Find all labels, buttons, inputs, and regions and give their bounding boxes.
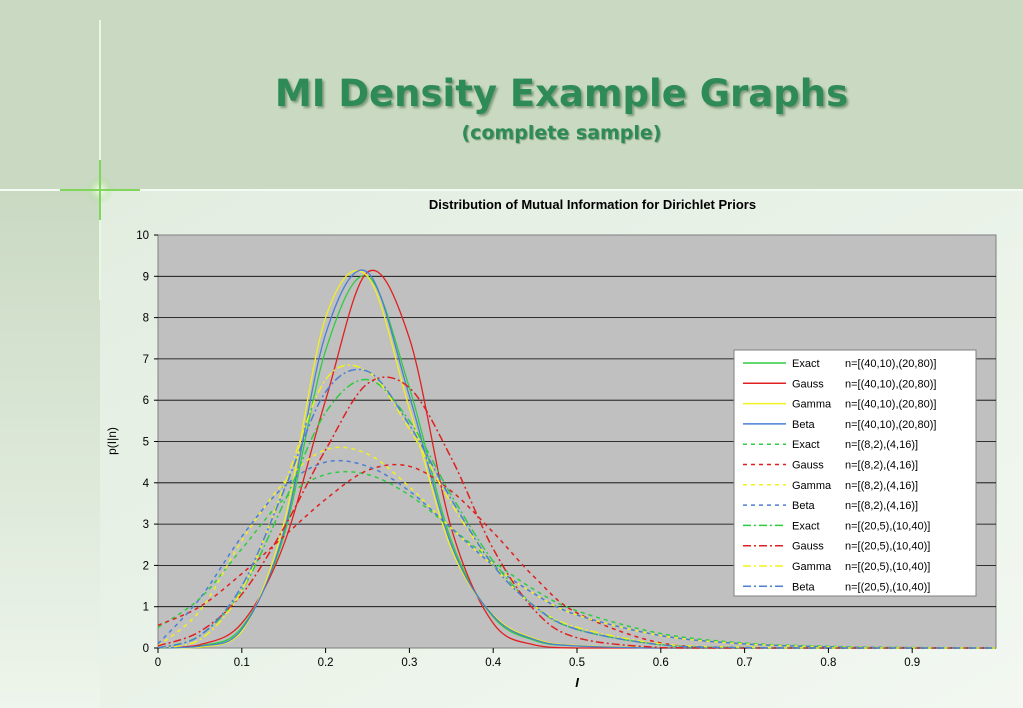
legend-series-params: n=[(40,10),(20,80)] xyxy=(845,358,936,370)
y-tick-label: 8 xyxy=(143,313,149,325)
legend-series-name: Gauss xyxy=(792,378,824,390)
legend-series-name: Beta xyxy=(792,581,816,593)
legend: Exact n=[(40,10),(20,80)] Gauss n=[(40,10),… xyxy=(733,349,977,597)
x-tick-label: 0.9 xyxy=(904,657,920,669)
series-line-beta-11 xyxy=(157,368,996,649)
y-tick-label: 6 xyxy=(143,395,149,407)
y-axis-ticks: 0 1 2 3 4 5 6 7 8 9 10 xyxy=(136,230,158,655)
x-tick-label: 0.1 xyxy=(234,657,250,669)
y-tick-label: 5 xyxy=(143,437,149,449)
x-axis-ticks: 0 0.1 0.2 0.3 0.4 0.5 0.6 0.7 0.8 0.9 xyxy=(155,648,920,669)
legend-series-params: n=[(8,2),(4,16)] xyxy=(845,460,918,472)
x-tick-label: 0.4 xyxy=(485,657,502,669)
legend-series-name: Exact xyxy=(792,439,820,451)
legend-series-params: n=[(20,5),(10,40)] xyxy=(845,541,930,553)
legend-series-name: Exact xyxy=(792,520,820,532)
y-tick-label: 0 xyxy=(143,643,149,655)
legend-series-params: n=[(40,10),(20,80)] xyxy=(845,399,936,411)
y-tick-label: 7 xyxy=(143,354,149,366)
y-tick-label: 10 xyxy=(136,230,149,242)
y-axis-label: p(I|n) xyxy=(105,427,119,455)
legend-series-name: Gauss xyxy=(792,541,824,553)
legend-box xyxy=(733,349,977,597)
series-line-exact-8 xyxy=(157,378,996,649)
y-tick-label: 4 xyxy=(143,478,150,490)
legend-series-params: n=[(20,5),(10,40)] xyxy=(845,520,930,532)
legend-series-params: n=[(8,2),(4,16)] xyxy=(845,500,918,512)
x-axis-label: I xyxy=(575,675,579,690)
x-tick-label: 0 xyxy=(155,657,161,669)
y-tick-label: 9 xyxy=(143,271,149,283)
legend-series-name: Beta xyxy=(792,500,816,512)
legend-series-params: n=[(20,5),(10,40)] xyxy=(845,561,930,573)
legend-series-name: Gamma xyxy=(792,399,832,411)
y-tick-label: 3 xyxy=(143,519,149,531)
series-layer xyxy=(157,269,997,649)
chart-title: Distribution of Mutual Information for D… xyxy=(428,197,757,212)
legend-series-name: Gamma xyxy=(792,561,832,573)
x-tick-label: 0.7 xyxy=(737,657,753,669)
legend-series-params: n=[(40,10),(20,80)] xyxy=(845,378,936,390)
slide-title: MI Density Example Graphs xyxy=(274,72,849,115)
legend-series-params: n=[(20,5),(10,40)] xyxy=(845,581,930,593)
legend-series-name: Beta xyxy=(792,419,816,431)
x-tick-label: 0.8 xyxy=(820,657,836,669)
legend-series-name: Gamma xyxy=(792,480,832,492)
legend-series-params: n=[(8,2),(4,16)] xyxy=(845,439,918,451)
series-line-gauss-5 xyxy=(157,463,996,649)
slide-subtitle: (complete sample) xyxy=(461,122,662,144)
y-tick-label: 1 xyxy=(143,602,149,614)
legend-series-name: Gauss xyxy=(792,460,824,472)
x-tick-label: 0.3 xyxy=(401,657,417,669)
y-tick-label: 2 xyxy=(143,560,149,572)
legend-series-name: Exact xyxy=(792,358,820,370)
x-tick-label: 0.5 xyxy=(569,657,585,669)
x-tick-label: 0.2 xyxy=(318,657,334,669)
legend-series-params: n=[(40,10),(20,80)] xyxy=(845,419,936,431)
x-tick-label: 0.6 xyxy=(653,657,669,669)
legend-series-params: n=[(8,2),(4,16)] xyxy=(845,480,918,492)
